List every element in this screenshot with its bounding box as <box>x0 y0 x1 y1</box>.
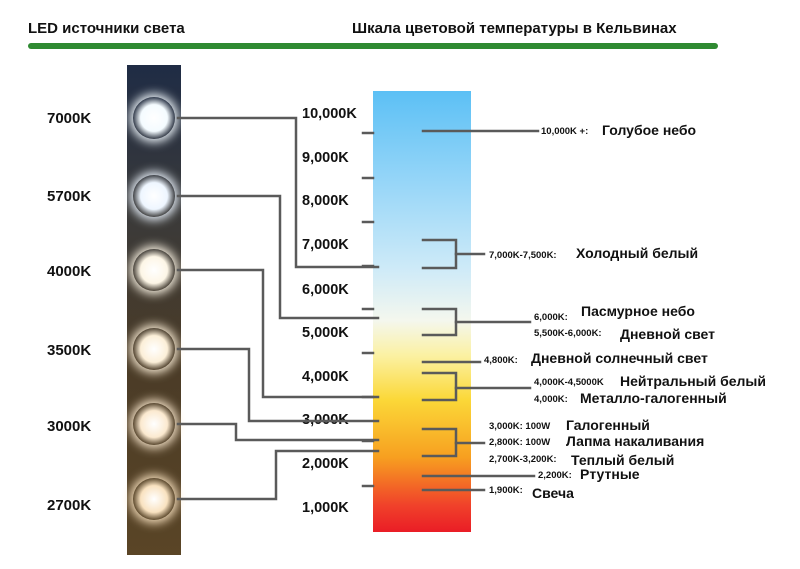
annotation-code-halogen: 3,000K: 100W <box>489 421 551 432</box>
connector-4000k <box>176 268 380 399</box>
annotation-code-sunlight: 4,800K: <box>484 355 518 366</box>
led-2700k <box>133 478 175 520</box>
annotation-name-overcast: Пасмурное небо <box>581 303 695 319</box>
right-title: Шкала цветовой температуры в Кельвинах <box>352 20 677 37</box>
led-label-4000k: 4000K <box>47 263 92 280</box>
annotation-code-incandescent: 2,800K: 100W <box>489 437 551 448</box>
annotation-name-mercury: Ртутные <box>580 466 640 482</box>
tick-label-4000k: 4,000K <box>302 369 349 385</box>
annotation-code-cool-white: 7,000K-7,500K: <box>489 250 557 261</box>
annotation-name-candle: Свеча <box>532 485 574 501</box>
tick-label-9000k: 9,000K <box>302 150 349 166</box>
annotation-name-warm-white: Теплый белый <box>571 452 675 468</box>
connector-7000k <box>176 116 380 269</box>
tick-label-6000k: 6,000K <box>302 282 349 298</box>
annotation-code-blue-sky: 10,000K +: <box>541 126 589 137</box>
led-strip <box>127 65 181 555</box>
tick-label-5000k: 5,000K <box>302 325 349 341</box>
connector-3500k <box>176 347 380 423</box>
tick-label-8000k: 8,000K <box>302 193 349 209</box>
annotation-name-halogen: Галогенный <box>566 417 650 433</box>
annotation-code-candle: 1,900K: <box>489 485 523 496</box>
header-divider <box>28 43 718 49</box>
annotation-code-neutral: 4,000K-4,5000K <box>534 377 604 388</box>
annotation-code-overcast: 6,000K: <box>534 312 568 323</box>
annotation-name-cool-white: Холодный белый <box>576 245 699 261</box>
connector-3000k <box>176 422 380 442</box>
tick-label-1000k: 1,000K <box>302 500 349 516</box>
annotation-code-metal-halide: 4,000K: <box>534 394 568 405</box>
left-title: LED источники света <box>28 20 185 37</box>
tick-label-10000k: 10,000K <box>302 106 357 122</box>
annotation-name-incandescent: Лапма накаливания <box>566 433 705 449</box>
annotation-code-daylight: 5,500K-6,000K: <box>534 328 602 339</box>
led-label-3000k: 3000K <box>47 418 92 435</box>
led-label-2700k: 2700K <box>47 497 92 514</box>
annotation-code-warm-white: 2,700K-3,200K: <box>489 454 557 465</box>
led-3000k <box>133 403 175 445</box>
connector-2700k <box>176 449 380 501</box>
bracket-cool-white <box>421 238 458 270</box>
led-5700k <box>133 175 175 217</box>
annotation-name-daylight: Дневной свет <box>620 326 715 342</box>
color-temperature-scale-bar <box>373 91 471 532</box>
annotation-name-blue-sky: Голубое небо <box>602 122 697 138</box>
led-3500k <box>133 328 175 370</box>
tick-label-7000k: 7,000K <box>302 237 349 253</box>
led-7000k <box>133 97 175 139</box>
annotation-name-sunlight: Дневной солнечный свет <box>531 350 708 366</box>
bracket-halogen-warm <box>421 427 458 458</box>
led-label-3500k: 3500K <box>47 342 92 359</box>
led-label-5700k: 5700K <box>47 188 92 205</box>
annotation-name-metal-halide: Металло-галогенный <box>580 390 727 406</box>
annotation-name-neutral: Нейтральный белый <box>620 373 766 389</box>
led-4000k <box>133 249 175 291</box>
tick-label-2000k: 2,000K <box>302 456 349 472</box>
led-label-7000k: 7000K <box>47 110 92 127</box>
annotation-code-mercury: 2,200K: <box>538 470 572 481</box>
bracket-overcast-daylight <box>421 307 458 337</box>
connector-5700k <box>176 194 380 320</box>
bracket-neutral-metal <box>421 371 458 402</box>
